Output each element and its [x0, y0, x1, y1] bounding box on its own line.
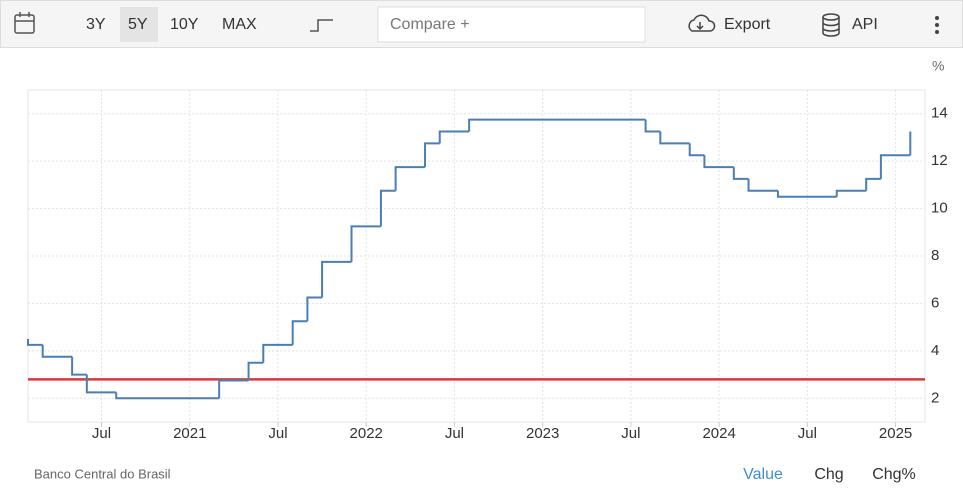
step-segment — [306, 296, 323, 322]
step-segment — [321, 260, 352, 298]
range-button[interactable]: MAX — [222, 16, 257, 33]
y-tick-label: 6 — [931, 294, 939, 311]
x-tick-label: 2022 — [350, 425, 383, 442]
footer-tab[interactable]: Chg — [814, 466, 843, 483]
step-segment — [218, 379, 249, 399]
range-button[interactable]: 10Y — [170, 16, 199, 33]
step-segment — [424, 142, 440, 168]
y-unit: % — [932, 58, 944, 74]
step-segment — [262, 343, 293, 363]
x-tick-label: Jul — [268, 425, 287, 442]
source: Banco Central do Brasil — [34, 466, 171, 481]
y-tick-label: 12 — [931, 152, 948, 169]
x-tick-label: 2025 — [879, 425, 912, 442]
step-segment — [659, 131, 690, 145]
footer-tab[interactable]: Chg% — [872, 466, 916, 483]
step-segment — [291, 320, 308, 345]
step-segment — [747, 178, 778, 192]
y-tick-label: 14 — [931, 105, 948, 122]
api-button[interactable]: API — [852, 16, 878, 33]
step-segment — [879, 154, 911, 179]
y-tick-label: 10 — [931, 200, 948, 217]
step-segment — [732, 167, 749, 180]
step-segment — [247, 361, 264, 381]
step-segment — [71, 356, 87, 376]
x-tick-label: Jul — [92, 425, 111, 442]
step-segment — [394, 166, 426, 191]
x-tick-label: Jul — [445, 425, 464, 442]
y-tick-label: 4 — [931, 342, 939, 359]
api-icon[interactable] — [822, 13, 840, 37]
export-icon[interactable] — [688, 14, 716, 32]
step-segment — [468, 118, 646, 132]
x-tick-label: 2023 — [526, 425, 559, 442]
chart-type-icon[interactable] — [310, 19, 333, 32]
more-menu[interactable] — [935, 16, 939, 34]
x-tick-label: Jul — [621, 425, 640, 442]
calendar-icon[interactable] — [14, 12, 35, 34]
step-segment — [776, 190, 837, 198]
step-segment — [27, 339, 43, 346]
footer-tab[interactable]: Value — [743, 466, 783, 483]
y-tick-label: 2 — [931, 389, 939, 406]
step-segment — [688, 143, 705, 157]
compare-placeholder: Compare + — [390, 16, 470, 33]
step-segment — [644, 119, 661, 133]
step-segment — [85, 374, 117, 394]
range-button[interactable]: 5Y — [128, 16, 148, 33]
step-segment — [438, 130, 470, 144]
x-tick-label: Jul — [798, 425, 817, 442]
step-segment — [865, 177, 881, 191]
x-tick-label: 2021 — [173, 425, 206, 442]
compare-input[interactable] — [377, 6, 646, 43]
range-button[interactable]: 3Y — [86, 16, 106, 33]
y-tick-label: 8 — [931, 247, 939, 264]
range-selected-bg — [120, 7, 158, 42]
step-segment — [115, 392, 220, 400]
step-segment — [835, 189, 867, 197]
step-segment — [350, 225, 381, 262]
step-segment — [379, 189, 396, 227]
export-button[interactable]: Export — [724, 16, 771, 33]
x-tick-label: 2024 — [702, 425, 735, 442]
step-segment — [41, 344, 73, 358]
step-segment — [703, 155, 734, 169]
